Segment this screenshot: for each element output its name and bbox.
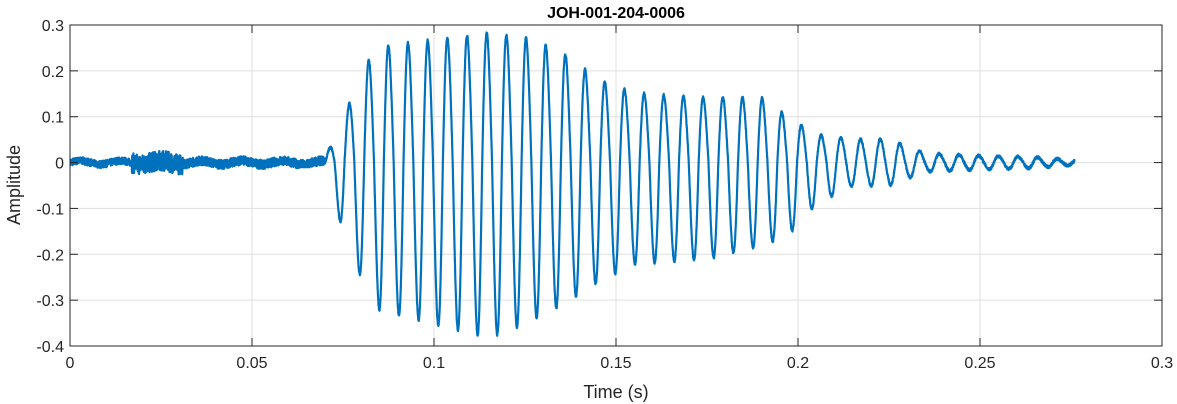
chart-title: JOH-001-204-0006 (547, 5, 685, 22)
y-tick-label: -0.3 (36, 293, 64, 310)
y-tick-labels: -0.4 -0.3 -0.2 -0.1 0 0.1 0.2 0.3 (36, 18, 64, 356)
y-tick-label: 0.3 (42, 18, 64, 35)
y-tick-label: 0.1 (42, 110, 64, 127)
y-tick-label: 0 (55, 156, 64, 173)
x-tick-label: 0 (66, 355, 75, 372)
y-axis-label: Amplitude (4, 145, 24, 225)
waveform-line (70, 31, 1076, 337)
x-tick-label: 0.15 (600, 355, 631, 372)
x-tick-label: 0.2 (787, 355, 809, 372)
x-tick-label: 0.05 (236, 355, 267, 372)
x-tick-label: 0.25 (964, 355, 995, 372)
axis-ticks (69, 24, 1163, 347)
x-tick-labels: 0 0.05 0.1 0.15 0.2 0.25 0.3 (66, 355, 1174, 372)
y-tick-label: -0.2 (36, 247, 64, 264)
x-tick-label: 0.3 (1151, 355, 1173, 372)
y-tick-label: -0.4 (36, 339, 64, 356)
y-tick-label: 0.2 (42, 64, 64, 81)
x-axis-label: Time (s) (583, 382, 648, 402)
y-tick-label: -0.1 (36, 201, 64, 218)
x-tick-label: 0.1 (423, 355, 445, 372)
plot-clip-group (70, 31, 1076, 337)
